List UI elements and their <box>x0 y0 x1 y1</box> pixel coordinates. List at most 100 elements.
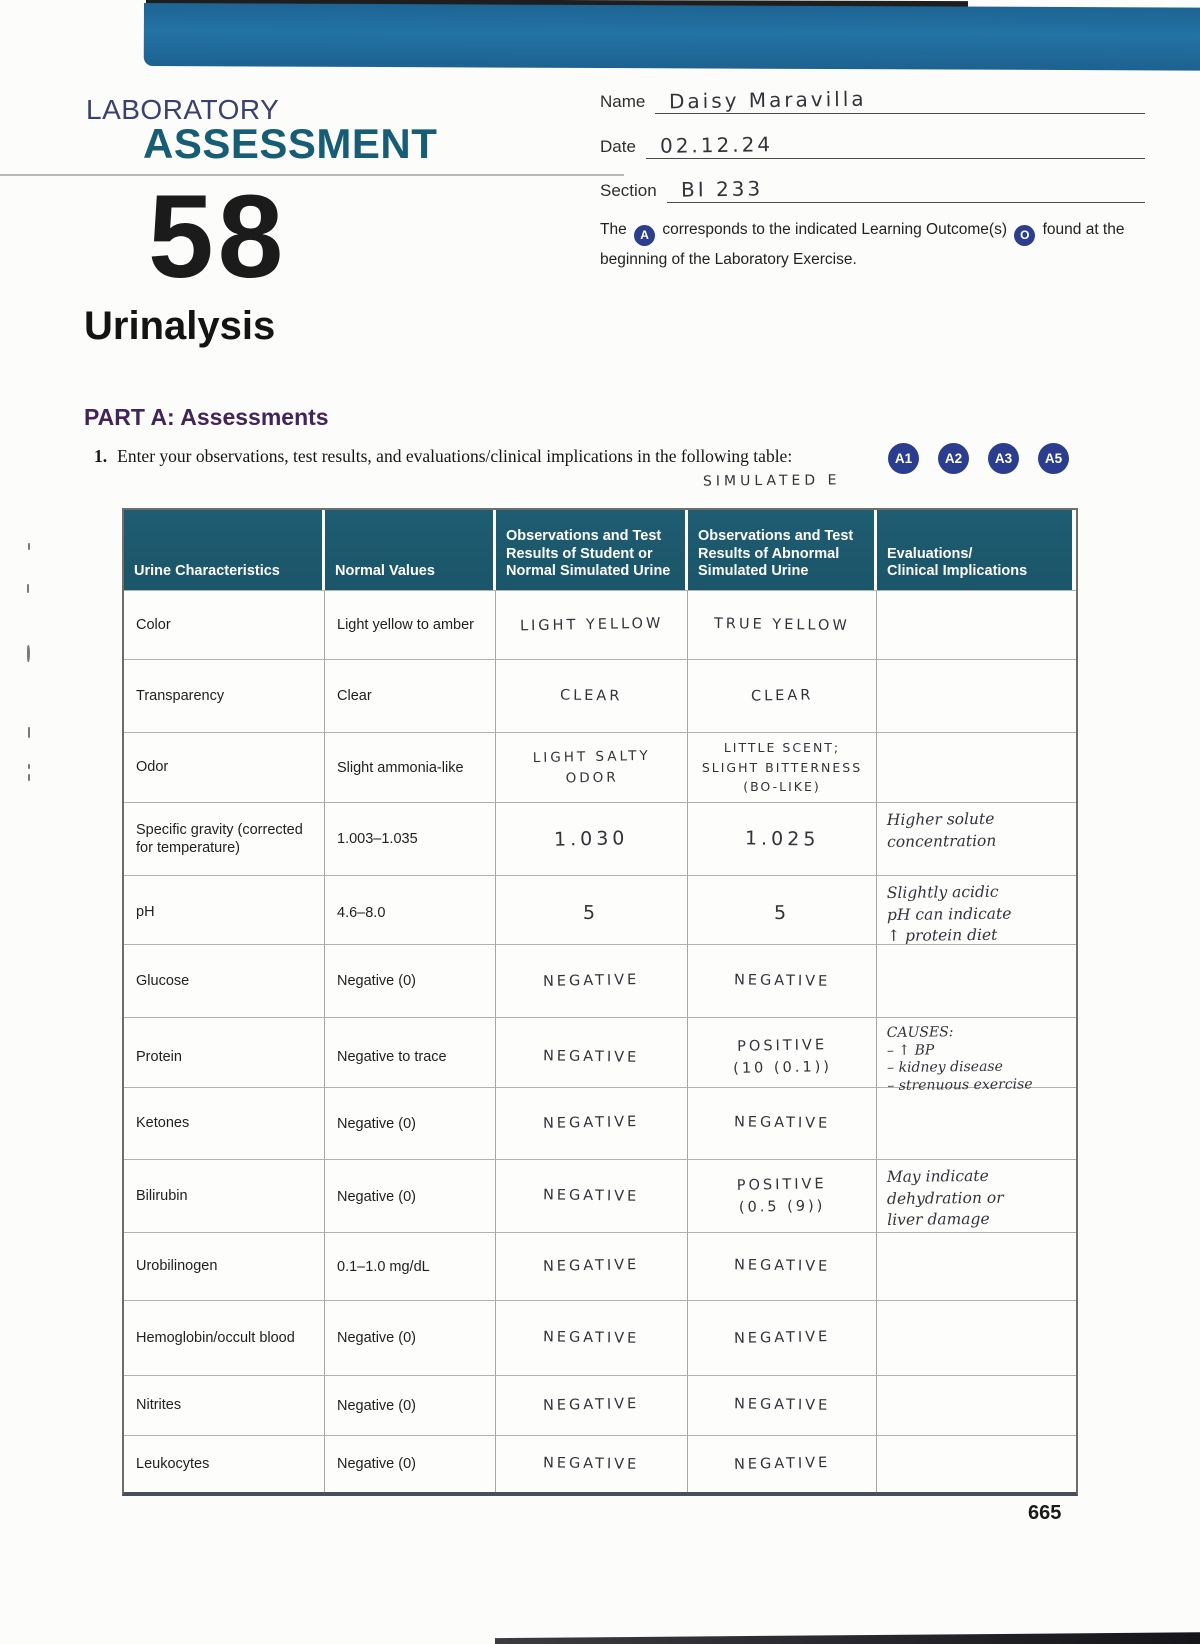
date-blank-line: 02.12.24 <box>645 129 1145 159</box>
handwritten-simulated-note: SIMULATED E <box>702 472 841 490</box>
cell-student-result: NEGATIVE <box>543 1455 640 1473</box>
table-header-row: Urine Characteristics Normal Values Obse… <box>124 510 1076 590</box>
cell-student-result: 1.030 <box>554 827 629 851</box>
cell-student-result: NEGATIVE <box>543 1048 640 1066</box>
date-handwritten-value: 02.12.24 <box>659 132 774 158</box>
table-row-transparency: Transparency Clear CLEAR CLEAR <box>124 659 1076 732</box>
cell-student-result: 5 <box>583 901 600 924</box>
cell-evaluation: Slightly acidic pH can indicate ↑ protei… <box>886 882 1012 946</box>
instruction-number: 1. <box>94 446 108 466</box>
cell-evaluation: CAUSES: – ↑ BP – kidney disease – strenu… <box>886 1024 1033 1094</box>
col-header-urine-characteristics: Urine Characteristics <box>124 510 325 590</box>
badge-a3: A3 <box>988 443 1019 474</box>
cell-characteristic: pH <box>124 876 325 950</box>
cell-characteristic: Urobilinogen <box>124 1233 325 1300</box>
cell-normal-value: 1.003–1.035 <box>325 803 496 875</box>
cell-normal-value: Negative (0) <box>325 945 496 1017</box>
cell-abnormal-result: LITTLE SCENT; SLIGHT BITTERNESS (BO-LIKE… <box>701 740 863 795</box>
cell-normal-value: Negative (0) <box>325 1088 496 1159</box>
cell-evaluation <box>887 1441 1070 1443</box>
cell-student-result: NEGATIVE <box>543 1329 640 1347</box>
cell-normal-value: Negative (0) <box>325 1301 496 1375</box>
badge-a5: A5 <box>1038 443 1069 474</box>
cell-student-result: NEGATIVE <box>543 1187 640 1206</box>
table-row-glucose: Glucose Negative (0) NEGATIVE NEGATIVE <box>124 944 1076 1017</box>
badge-a2: A2 <box>938 443 969 474</box>
table-row-ph: pH 4.6–8.0 5 5 Slightly acidic pH can in… <box>124 875 1076 950</box>
cell-student-result: NEGATIVE <box>543 971 640 990</box>
cell-student-result: LIGHT SALTY ODOR <box>532 747 651 787</box>
cell-abnormal-result: NEGATIVE <box>733 1454 831 1473</box>
learning-outcome-note: The A corresponds to the indicated Learn… <box>600 216 1148 273</box>
cell-abnormal-result: NEGATIVE <box>733 1396 831 1415</box>
table-row-specific-gravity: Specific gravity (corrected for temperat… <box>124 802 1076 875</box>
cell-abnormal-result: 5 <box>773 901 791 924</box>
name-blank-line: Daisy Maravilla <box>655 84 1145 114</box>
col-header-normal-results: Observations and Test Results of Student… <box>496 510 688 590</box>
name-handwritten-value: Daisy Maravilla <box>669 86 868 114</box>
cell-abnormal-result: POSITIVE (10 (0.1)) <box>732 1036 832 1077</box>
cell-characteristic: Hemoglobin/occult blood <box>124 1301 325 1375</box>
cell-student-result: NEGATIVE <box>543 1396 640 1415</box>
cell-abnormal-result: NEGATIVE <box>733 972 831 990</box>
instruction-text: Enter your observations, test results, a… <box>117 446 793 466</box>
cell-evaluation: May indicate dehydration or liver damage <box>886 1166 1004 1230</box>
cell-normal-value: Negative to trace <box>325 1018 496 1096</box>
cell-evaluation <box>887 596 1070 598</box>
section-blank-line: BI 233 <box>666 173 1145 203</box>
scan-artifact <box>28 727 30 738</box>
table-row-ketones: Ketones Negative (0) NEGATIVE NEGATIVE <box>124 1087 1076 1159</box>
cell-normal-value: Negative (0) <box>325 1160 496 1234</box>
scan-artifact <box>28 774 30 781</box>
cell-characteristic: Transparency <box>124 660 325 732</box>
col-header-evaluations: Evaluations/ Clinical Implications <box>877 510 1072 590</box>
cell-normal-value: Negative (0) <box>325 1436 496 1492</box>
cell-characteristic: Odor <box>124 733 325 802</box>
cell-characteristic: Bilirubin <box>124 1160 325 1234</box>
part-a-heading-rest: Assessments <box>174 404 329 430</box>
cell-student-result: CLEAR <box>560 687 623 705</box>
cell-student-result: NEGATIVE <box>543 1257 640 1276</box>
scan-artifact <box>27 645 30 662</box>
scan-artifact <box>28 543 30 550</box>
cell-normal-value: Light yellow to amber <box>325 591 496 659</box>
outcome-note-pre: The <box>600 221 627 238</box>
series-label: LABORATORY <box>86 94 280 125</box>
cell-characteristic: Leukocytes <box>124 1436 325 1492</box>
table-row-urobilinogen: Urobilinogen 0.1–1.0 mg/dL NEGATIVE NEGA… <box>124 1232 1076 1300</box>
table-body: Color Light yellow to amber LIGHT YELLOW… <box>124 590 1076 1492</box>
assessment-number: 58 <box>148 171 288 303</box>
table-row-odor: Odor Slight ammonia-like LIGHT SALTY ODO… <box>124 732 1076 802</box>
cell-evaluation <box>887 1306 1070 1308</box>
section-row: Section BI 233 <box>600 173 1145 203</box>
cell-abnormal-result: 1.025 <box>744 827 820 851</box>
cell-evaluation <box>887 950 1070 952</box>
name-row: Name Daisy Maravilla <box>600 84 1145 114</box>
table-row-hemoglobin: Hemoglobin/occult blood Negative (0) NEG… <box>124 1300 1076 1375</box>
cell-normal-value: 4.6–8.0 <box>325 876 496 950</box>
date-row: Date 02.12.24 <box>600 129 1145 159</box>
cell-characteristic: Nitrites <box>124 1376 325 1435</box>
cell-abnormal-result: NEGATIVE <box>733 1114 831 1133</box>
section-label: Section <box>600 181 657 200</box>
scan-top-blue-band <box>143 3 1200 71</box>
badge-a1: A1 <box>888 443 919 474</box>
scan-bottom-streak <box>495 1632 1200 1644</box>
cell-evaluation <box>887 665 1070 667</box>
name-label: Name <box>600 92 646 111</box>
cell-characteristic: Glucose <box>124 945 325 1017</box>
cell-abnormal-result: POSITIVE (0.5 (9)) <box>736 1176 827 1217</box>
cell-normal-value: Clear <box>325 660 496 732</box>
cell-evaluation: Higher solute concentration <box>886 809 997 851</box>
cell-abnormal-result: TRUE YELLOW <box>714 615 850 634</box>
cell-normal-value: Slight ammonia-like <box>325 733 496 802</box>
date-label: Date <box>600 137 636 156</box>
cell-evaluation <box>887 1381 1070 1383</box>
outcome-note-mid: corresponds to the indicated Learning Ou… <box>662 221 1007 238</box>
outcome-a-badge: A <box>634 225 656 246</box>
series-word: ASSESSMENT <box>143 120 438 167</box>
table-row-color: Color Light yellow to amber LIGHT YELLOW… <box>124 590 1076 659</box>
section-handwritten-value: BI 233 <box>680 176 764 202</box>
cell-characteristic: Ketones <box>124 1088 325 1159</box>
